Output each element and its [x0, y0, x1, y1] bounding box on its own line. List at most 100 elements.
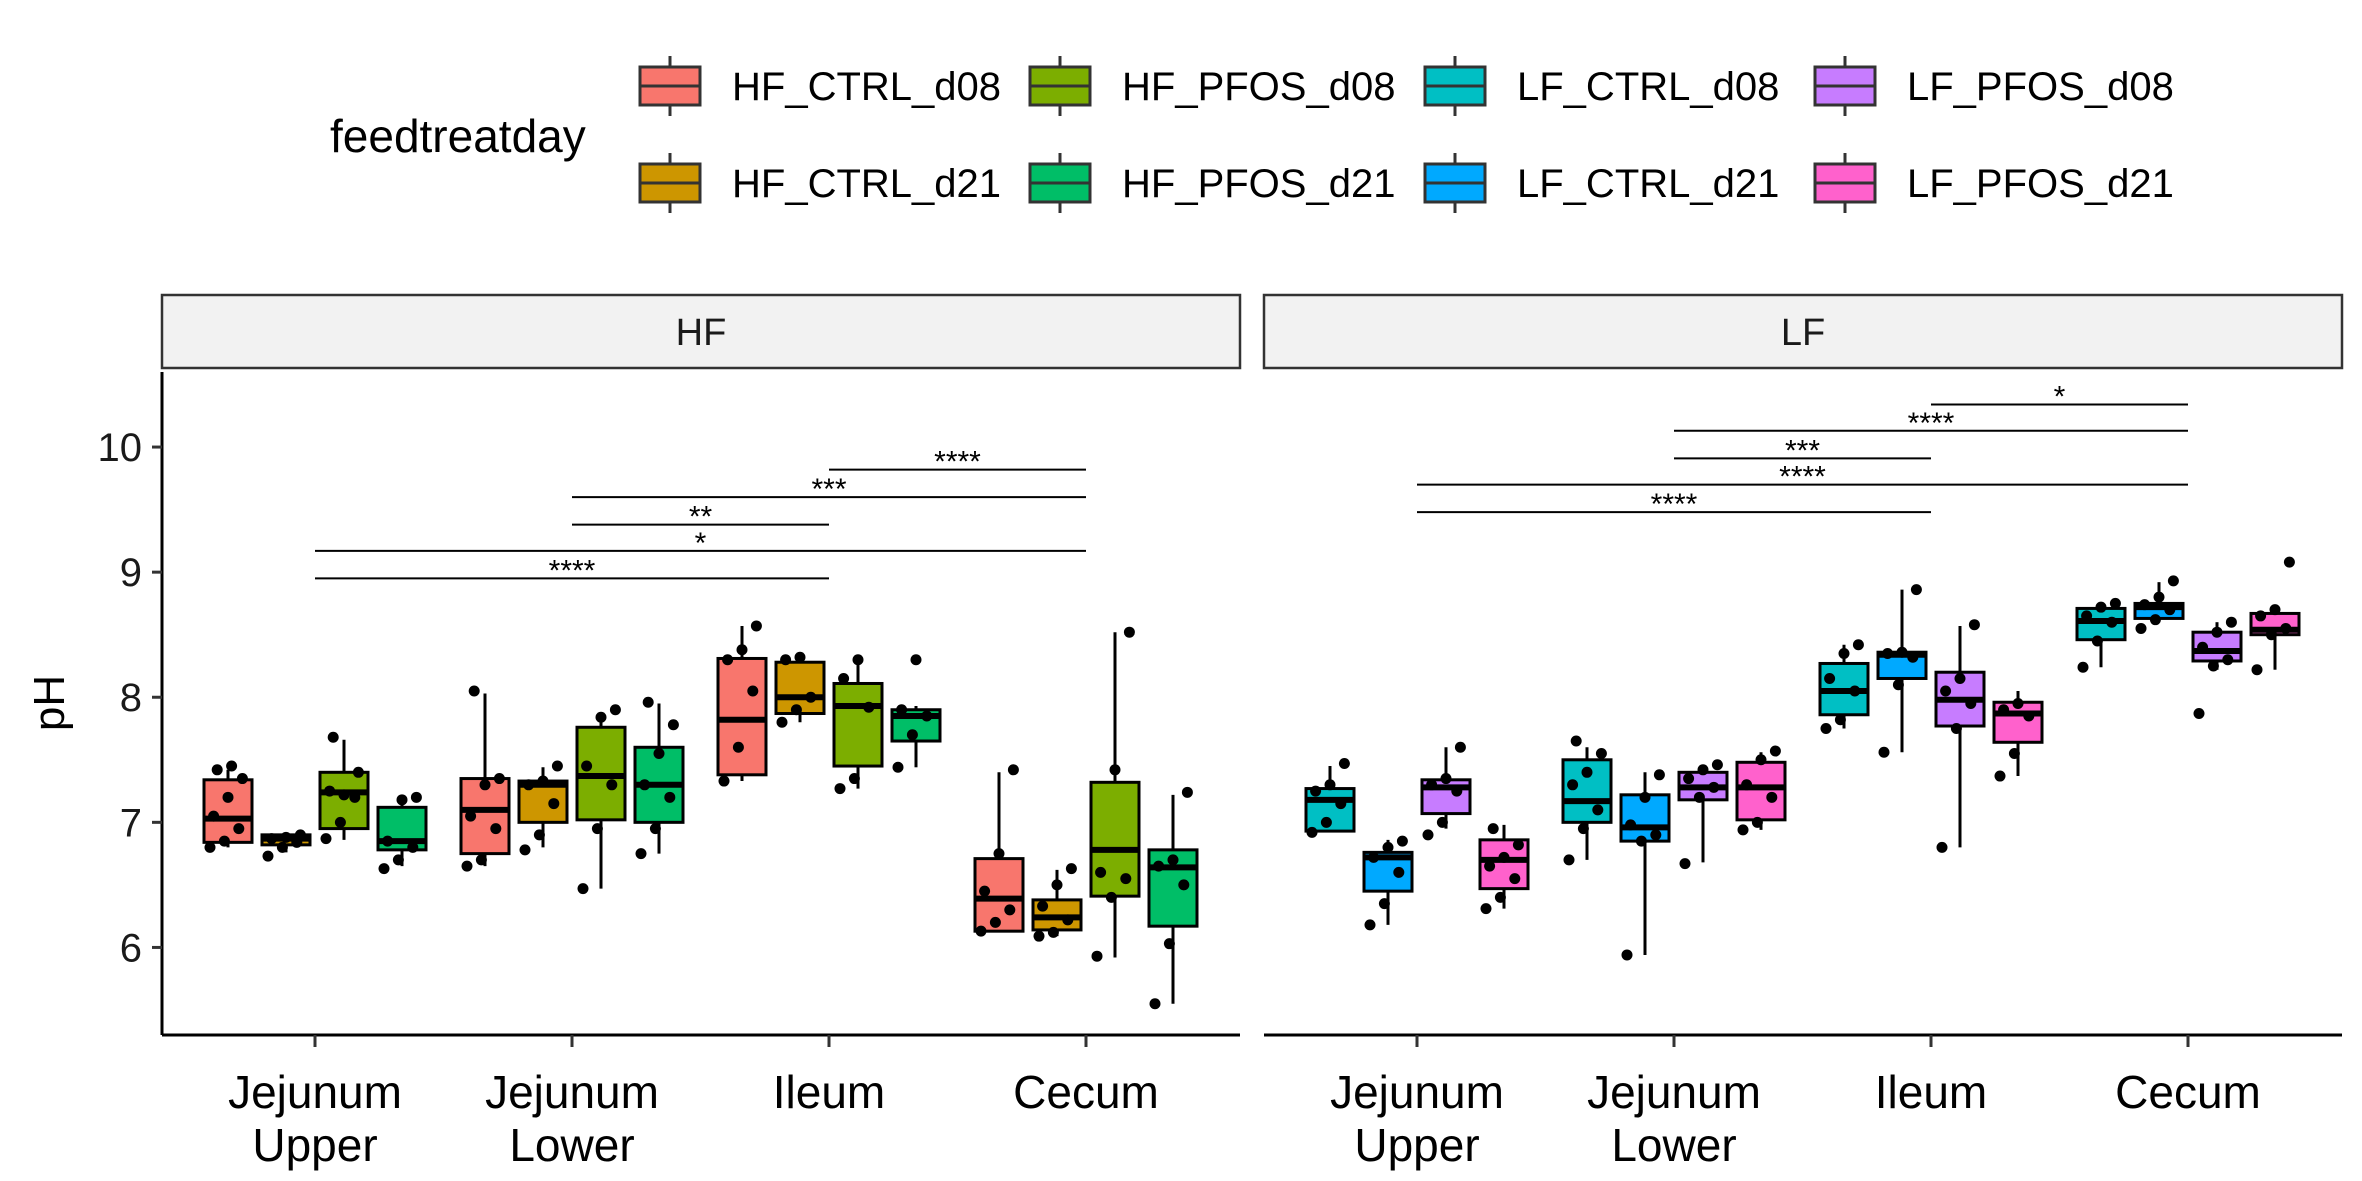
data-point: [1426, 779, 1438, 791]
box-hf-ctrl-d21: [260, 829, 312, 862]
data-point: [2164, 604, 2176, 616]
data-point: [1882, 647, 1894, 659]
data-point: [266, 833, 278, 845]
significance-label: ***: [1785, 434, 1820, 467]
data-point: [1004, 904, 1016, 916]
y-tick-label: 9: [120, 551, 142, 595]
data-point: [2225, 616, 2237, 628]
data-point: [233, 823, 245, 835]
data-point: [747, 685, 759, 697]
data-point: [1834, 714, 1846, 726]
data-point: [1838, 647, 1850, 659]
data-point: [1178, 879, 1190, 891]
data-point: [1338, 758, 1350, 770]
data-point: [591, 823, 603, 835]
data-point: [609, 704, 621, 716]
significance-bracket: ***: [572, 473, 1086, 506]
significance-label: ****: [1651, 488, 1698, 521]
data-point: [2197, 641, 2209, 653]
box-lf-ctrl-d08: [1818, 639, 1870, 735]
box-lf-ctrl-d21: [1362, 835, 1414, 931]
x-tick-label-line: Upper: [1354, 1119, 1479, 1171]
data-point: [2081, 610, 2093, 622]
data-point: [1650, 829, 1662, 841]
data-point: [1062, 914, 1074, 926]
x-tick-label-line: Lower: [509, 1119, 634, 1171]
data-point: [334, 816, 346, 828]
legend-label: HF_CTRL_d08: [732, 65, 1001, 109]
data-point: [218, 835, 230, 847]
box-hf-pfos-d08: [1089, 626, 1141, 962]
facet-strip-label: LF: [1781, 312, 1825, 354]
data-point: [635, 848, 647, 860]
data-point: [1095, 866, 1107, 878]
data-point: [1708, 781, 1720, 793]
box-hf-ctrl-d08: [973, 764, 1025, 937]
data-point: [1436, 816, 1448, 828]
data-point: [1320, 816, 1332, 828]
data-point: [236, 773, 248, 785]
legend: feedtreatday HF_CTRL_d08 HF_PFOS_d08 LF_CT…: [330, 56, 2174, 213]
y-tick-label: 7: [120, 801, 142, 845]
data-point: [262, 850, 274, 862]
significance-bracket: ****: [315, 554, 829, 587]
box-lf-pfos-d08: [2191, 616, 2243, 720]
data-point: [667, 719, 679, 731]
data-point: [222, 791, 234, 803]
data-point: [1998, 704, 2010, 716]
data-point: [1766, 791, 1778, 803]
legend-entry: LF_CTRL_d08: [1423, 56, 1779, 116]
y-axis-title: pH: [25, 675, 74, 731]
data-point: [1120, 873, 1132, 885]
box-lf-ctrl-d21: [1876, 584, 1928, 758]
legend-entry: HF_CTRL_d08: [638, 56, 1001, 116]
significance-label: ***: [811, 473, 846, 506]
data-point: [1755, 754, 1767, 766]
significance-bracket: ****: [1417, 461, 2188, 494]
legend-entry: HF_CTRL_d21: [638, 153, 1001, 213]
data-point: [523, 779, 535, 791]
data-point: [1007, 764, 1019, 776]
x-tick-label: Cecum: [1013, 1066, 1159, 1118]
data-point: [838, 672, 850, 684]
significance-bracket: ****: [829, 446, 1086, 479]
box-hf-ctrl-d21: [517, 760, 569, 856]
facet-strip-label: HF: [676, 312, 727, 354]
data-point: [1393, 866, 1405, 878]
data-point: [2149, 614, 2161, 626]
x-tick-label-line: Jejunum: [485, 1066, 659, 1118]
data-point: [1440, 773, 1452, 785]
data-point: [736, 644, 748, 656]
data-point: [1581, 766, 1593, 778]
data-point: [1751, 816, 1763, 828]
legend-label: LF_CTRL_d08: [1517, 65, 1779, 109]
data-point: [1368, 851, 1380, 863]
significance-label: *: [695, 527, 707, 560]
data-point: [606, 779, 618, 791]
data-point: [1968, 619, 1980, 631]
data-point: [1181, 786, 1193, 798]
data-point: [2139, 599, 2151, 611]
data-point: [1306, 826, 1318, 838]
x-tick-label: Cecum: [2115, 1066, 2261, 1118]
significance-label: ****: [1779, 461, 1826, 494]
data-point: [1149, 998, 1161, 1010]
data-point: [2012, 698, 2024, 709]
data-point: [1153, 860, 1165, 872]
data-point: [2269, 604, 2281, 616]
data-point: [490, 823, 502, 835]
data-point: [1577, 823, 1589, 835]
data-point: [1595, 748, 1607, 760]
data-point: [1769, 745, 1781, 757]
data-point: [664, 791, 676, 803]
box-hf-pfos-d21: [376, 791, 428, 875]
box-lf-ctrl-d08: [1561, 735, 1613, 866]
data-point: [493, 773, 505, 785]
legend-entry: HF_PFOS_d08: [1028, 56, 1395, 116]
data-point: [1679, 858, 1691, 870]
x-tick-label: Ileum: [773, 1066, 885, 1118]
data-point: [226, 760, 238, 772]
data-point: [537, 775, 549, 787]
